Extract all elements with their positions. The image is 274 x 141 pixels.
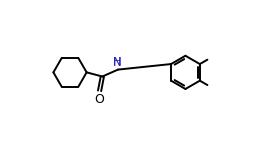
Text: N: N: [113, 56, 121, 69]
Text: O: O: [95, 93, 104, 106]
Text: H: H: [113, 57, 121, 67]
